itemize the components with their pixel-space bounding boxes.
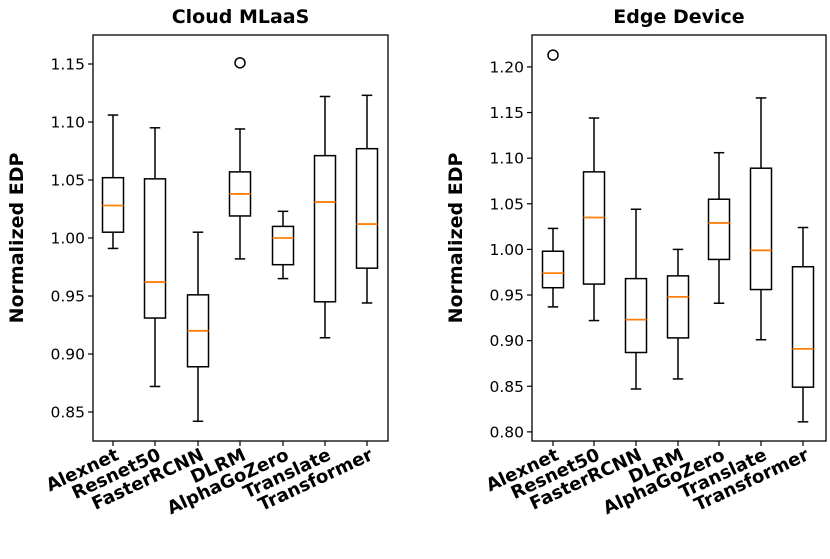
y-tick-label: 0.95 — [50, 288, 85, 306]
y-tick-label: 1.10 — [489, 150, 524, 168]
y-tick-label: 1.20 — [489, 58, 524, 76]
outlier-point — [547, 49, 559, 61]
iqr-box — [791, 265, 815, 388]
y-tick-label: 0.90 — [50, 346, 85, 364]
chart-title: Edge Device — [613, 6, 744, 28]
panel-cloud-mlaas: Cloud MLaaS Normalized EDP 0.85 0.90 0.95 1.0… — [6, 6, 389, 519]
box-transformer — [791, 226, 815, 423]
iqr-box — [541, 250, 565, 289]
box-resnet50 — [582, 117, 606, 322]
iqr-box — [749, 167, 773, 291]
box-dlrm — [228, 57, 252, 260]
box-alphagozero — [271, 210, 295, 280]
iqr-box — [143, 178, 167, 319]
box-translate — [749, 97, 773, 341]
box-transformer — [355, 94, 379, 304]
y-tick-label: 1.15 — [489, 104, 524, 122]
panel-edge-device: Edge Device Normalized EDP 0.80 0.85 0.90 0.9… — [445, 6, 827, 519]
y-tick-label: 1.05 — [50, 172, 85, 190]
box-alphagozero — [707, 151, 731, 304]
iqr-box — [624, 277, 648, 354]
y-tick-label: 0.90 — [489, 332, 524, 350]
y-tick-label: 1.00 — [489, 241, 524, 259]
iqr-box — [271, 225, 295, 266]
box-resnet50 — [143, 127, 167, 388]
y-axis-label: Normalized EDP — [6, 153, 28, 324]
iqr-box — [313, 154, 337, 303]
y-tick-label: 0.85 — [50, 404, 85, 422]
y-tick-label: 1.10 — [50, 114, 85, 132]
y-tick-label: 0.80 — [489, 423, 524, 441]
y-axis-label: Normalized EDP — [445, 153, 467, 324]
box-fasterrcnn — [624, 208, 648, 390]
y-tick-label: 1.05 — [489, 195, 524, 213]
outlier-point — [234, 57, 246, 69]
chart-title: Cloud MLaaS — [172, 6, 310, 28]
y-tick-label: 0.95 — [489, 287, 524, 305]
box-fasterrcnn — [186, 231, 210, 423]
iqr-box — [666, 275, 690, 339]
box-alexnet — [101, 114, 125, 250]
plot-frame — [531, 34, 827, 442]
y-tick-label: 1.00 — [50, 230, 85, 248]
iqr-box — [707, 198, 731, 261]
box-dlrm — [666, 248, 690, 380]
box-translate — [313, 95, 337, 339]
y-tick-label: 0.85 — [489, 378, 524, 396]
iqr-box — [355, 147, 379, 269]
y-tick-label: 1.15 — [50, 56, 85, 74]
box-alexnet — [541, 49, 565, 308]
iqr-box — [582, 171, 606, 285]
